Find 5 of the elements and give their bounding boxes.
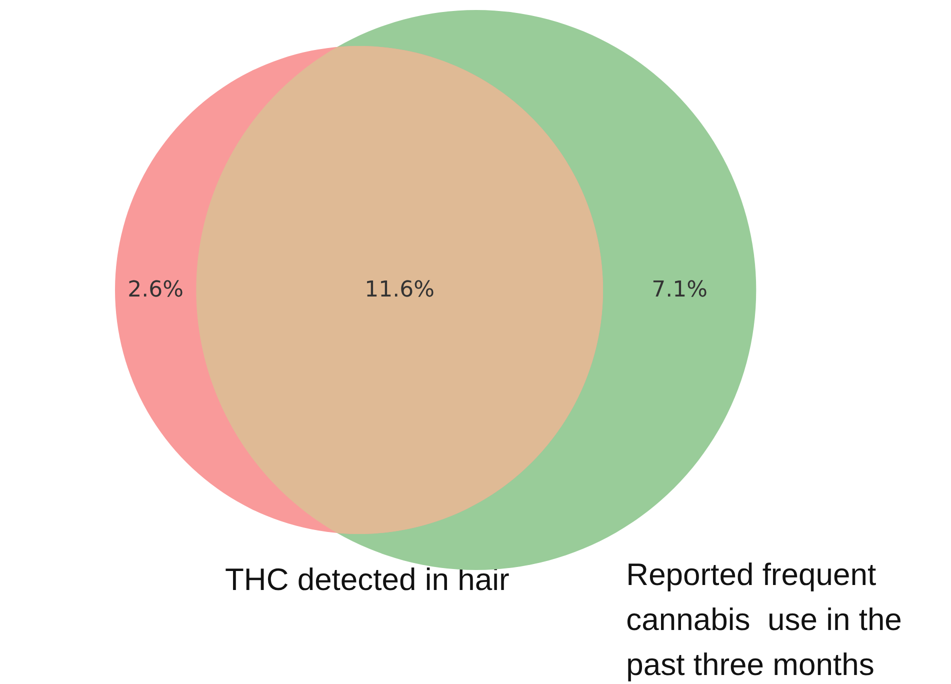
- data-label: 7.1%: [652, 278, 708, 302]
- text: THC detected in hair: [225, 562, 510, 597]
- data-label: 2.6%: [128, 278, 184, 302]
- data-label: 11.6%: [364, 278, 435, 302]
- text: Reported frequent cannabis use in the past three months: [626, 557, 911, 682]
